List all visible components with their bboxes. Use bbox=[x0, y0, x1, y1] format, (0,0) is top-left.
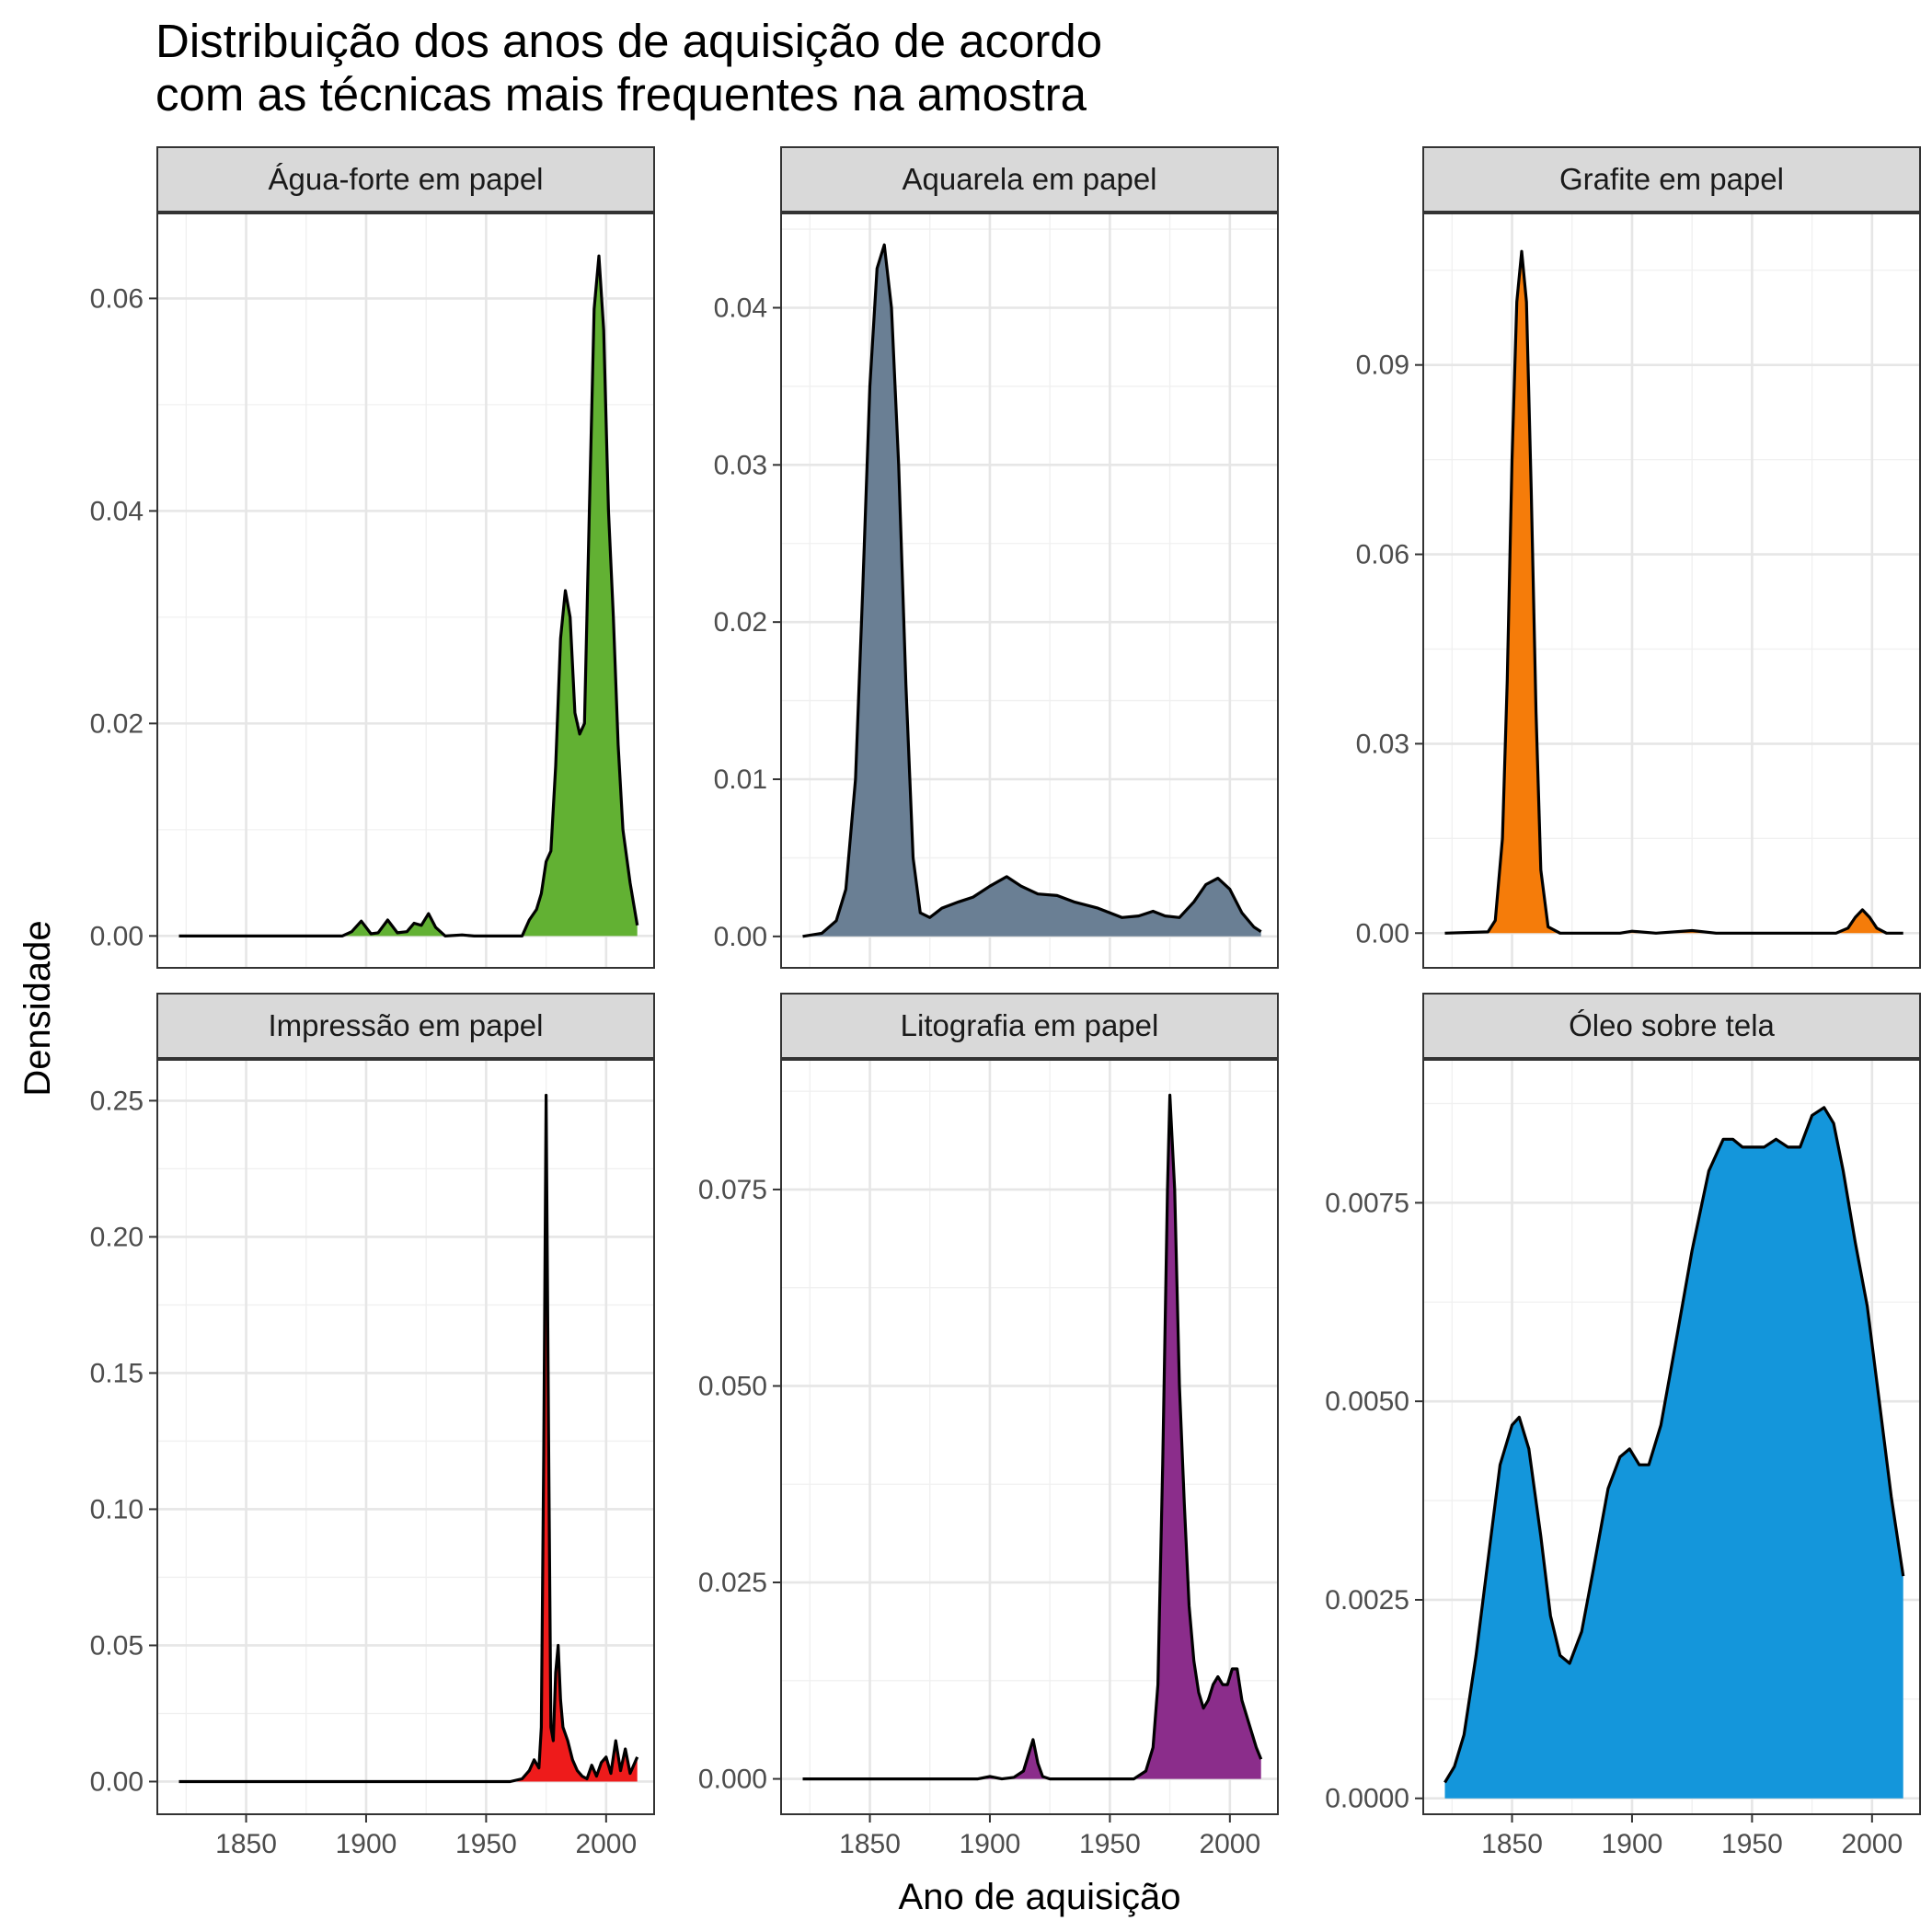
strip-label: Impressão em papel bbox=[269, 1008, 544, 1042]
panel-border bbox=[156, 213, 655, 969]
density-line bbox=[1444, 249, 1903, 935]
panel-border bbox=[156, 1059, 655, 1815]
x-tick-label: 1950 bbox=[455, 1829, 517, 1859]
panel-border bbox=[780, 1059, 1279, 1815]
x-tick-label: 2000 bbox=[1841, 1829, 1903, 1859]
x-tick-label: 1850 bbox=[839, 1829, 901, 1859]
density-area bbox=[1444, 1107, 1903, 1799]
facet-5: Litografia em papel 0.000 0.025 0.050 0.075 1… bbox=[698, 993, 1279, 1859]
y-tick-label: 0.000 bbox=[698, 1765, 767, 1795]
y-tick-label: 0.0000 bbox=[1325, 1784, 1409, 1814]
y-tick-label: 0.050 bbox=[698, 1371, 767, 1401]
strip-background bbox=[780, 146, 1279, 213]
x-tick-label: 2000 bbox=[1199, 1829, 1260, 1859]
panel-border bbox=[780, 213, 1279, 969]
x-axis-title: Ano de aquisição bbox=[899, 1877, 1181, 1917]
facet-2: Aquarela em papel 0.00 0.01 0.02 0.03 0.04 bbox=[714, 146, 1279, 969]
x-tick-label: 1950 bbox=[1721, 1829, 1783, 1859]
strip-background bbox=[156, 993, 655, 1059]
y-axis-title: Densidade bbox=[17, 920, 58, 1096]
chart-title-line-2: com as técnicas mais frequentes na amost… bbox=[155, 68, 1087, 121]
x-tick-label: 1900 bbox=[960, 1829, 1021, 1859]
facet-3: Grafite em papel 0.00 0.03 0.06 0.09 bbox=[1356, 146, 1921, 969]
density-line bbox=[178, 1093, 639, 1784]
facet-4: Impressão em papel 0.00 0.05 0.10 0.15 0.20 0.… bbox=[90, 993, 655, 1859]
y-tick-label: 0.00 bbox=[1356, 918, 1409, 949]
y-tick-label: 0.09 bbox=[1356, 351, 1409, 381]
y-tick-label: 0.00 bbox=[714, 922, 767, 952]
x-tick-label: 2000 bbox=[575, 1829, 637, 1859]
facet-grid: Água-forte em papel 0.00 0.02 0.04 0.06 Aquar… bbox=[90, 146, 1921, 1859]
y-tick-label: 0.025 bbox=[698, 1568, 767, 1598]
y-tick-label: 0.06 bbox=[90, 283, 144, 314]
y-tick-label: 0.04 bbox=[714, 293, 767, 324]
y-tick-label: 0.15 bbox=[90, 1358, 144, 1388]
panel-border bbox=[1422, 1059, 1921, 1815]
density-area bbox=[802, 1095, 1261, 1779]
y-tick-label: 0.03 bbox=[1356, 729, 1409, 759]
strip-label: Água-forte em papel bbox=[268, 162, 543, 196]
y-tick-label: 0.02 bbox=[90, 708, 144, 739]
y-tick-label: 0.01 bbox=[714, 765, 767, 795]
y-tick-label: 0.20 bbox=[90, 1222, 144, 1252]
x-tick-label: 1950 bbox=[1079, 1829, 1141, 1859]
x-tick-label: 1900 bbox=[1602, 1829, 1663, 1859]
strip-background bbox=[156, 146, 655, 213]
y-tick-label: 0.03 bbox=[714, 450, 767, 480]
y-tick-label: 0.25 bbox=[90, 1086, 144, 1116]
facet-1: Água-forte em papel 0.00 0.02 0.04 0.06 bbox=[90, 146, 655, 969]
y-tick-label: 0.02 bbox=[714, 607, 767, 638]
facet-6: Óleo sobre tela 0.0000 0.0025 0.0050 0.0075 1… bbox=[1325, 993, 1921, 1859]
x-tick-label: 1850 bbox=[215, 1829, 277, 1859]
strip-label: Grafite em papel bbox=[1559, 162, 1784, 196]
density-line bbox=[1443, 1106, 1905, 1784]
x-tick-label: 1900 bbox=[336, 1829, 397, 1859]
strip-background bbox=[780, 993, 1279, 1059]
y-tick-label: 0.0025 bbox=[1325, 1585, 1409, 1616]
panel-background bbox=[1423, 213, 1920, 968]
strip-label: Litografia em papel bbox=[901, 1008, 1159, 1042]
density-area bbox=[178, 1095, 638, 1782]
y-tick-label: 0.0050 bbox=[1325, 1386, 1409, 1417]
density-line bbox=[802, 243, 1262, 938]
strip-label: Óleo sobre tela bbox=[1569, 1008, 1775, 1042]
strip-background bbox=[1422, 146, 1921, 213]
y-tick-label: 0.10 bbox=[90, 1494, 144, 1524]
chart-title-line-1: Distribuição dos anos de aquisição de ac… bbox=[155, 15, 1102, 67]
strip-label: Aquarela em papel bbox=[902, 162, 1156, 196]
panel-border bbox=[1422, 213, 1921, 969]
density-area bbox=[178, 256, 638, 937]
strip-background bbox=[1422, 993, 1921, 1059]
y-tick-label: 0.05 bbox=[90, 1630, 144, 1661]
y-tick-label: 0.00 bbox=[90, 1766, 144, 1797]
panel-background bbox=[157, 1060, 654, 1814]
density-line bbox=[178, 254, 639, 937]
y-tick-label: 0.0075 bbox=[1325, 1188, 1409, 1218]
y-tick-label: 0.00 bbox=[90, 921, 144, 951]
y-tick-label: 0.04 bbox=[90, 496, 144, 526]
x-tick-label: 1850 bbox=[1481, 1829, 1543, 1859]
panel-background bbox=[781, 1060, 1278, 1814]
y-tick-label: 0.075 bbox=[698, 1175, 767, 1205]
density-line bbox=[802, 1093, 1263, 1781]
y-tick-label: 0.06 bbox=[1356, 540, 1409, 570]
